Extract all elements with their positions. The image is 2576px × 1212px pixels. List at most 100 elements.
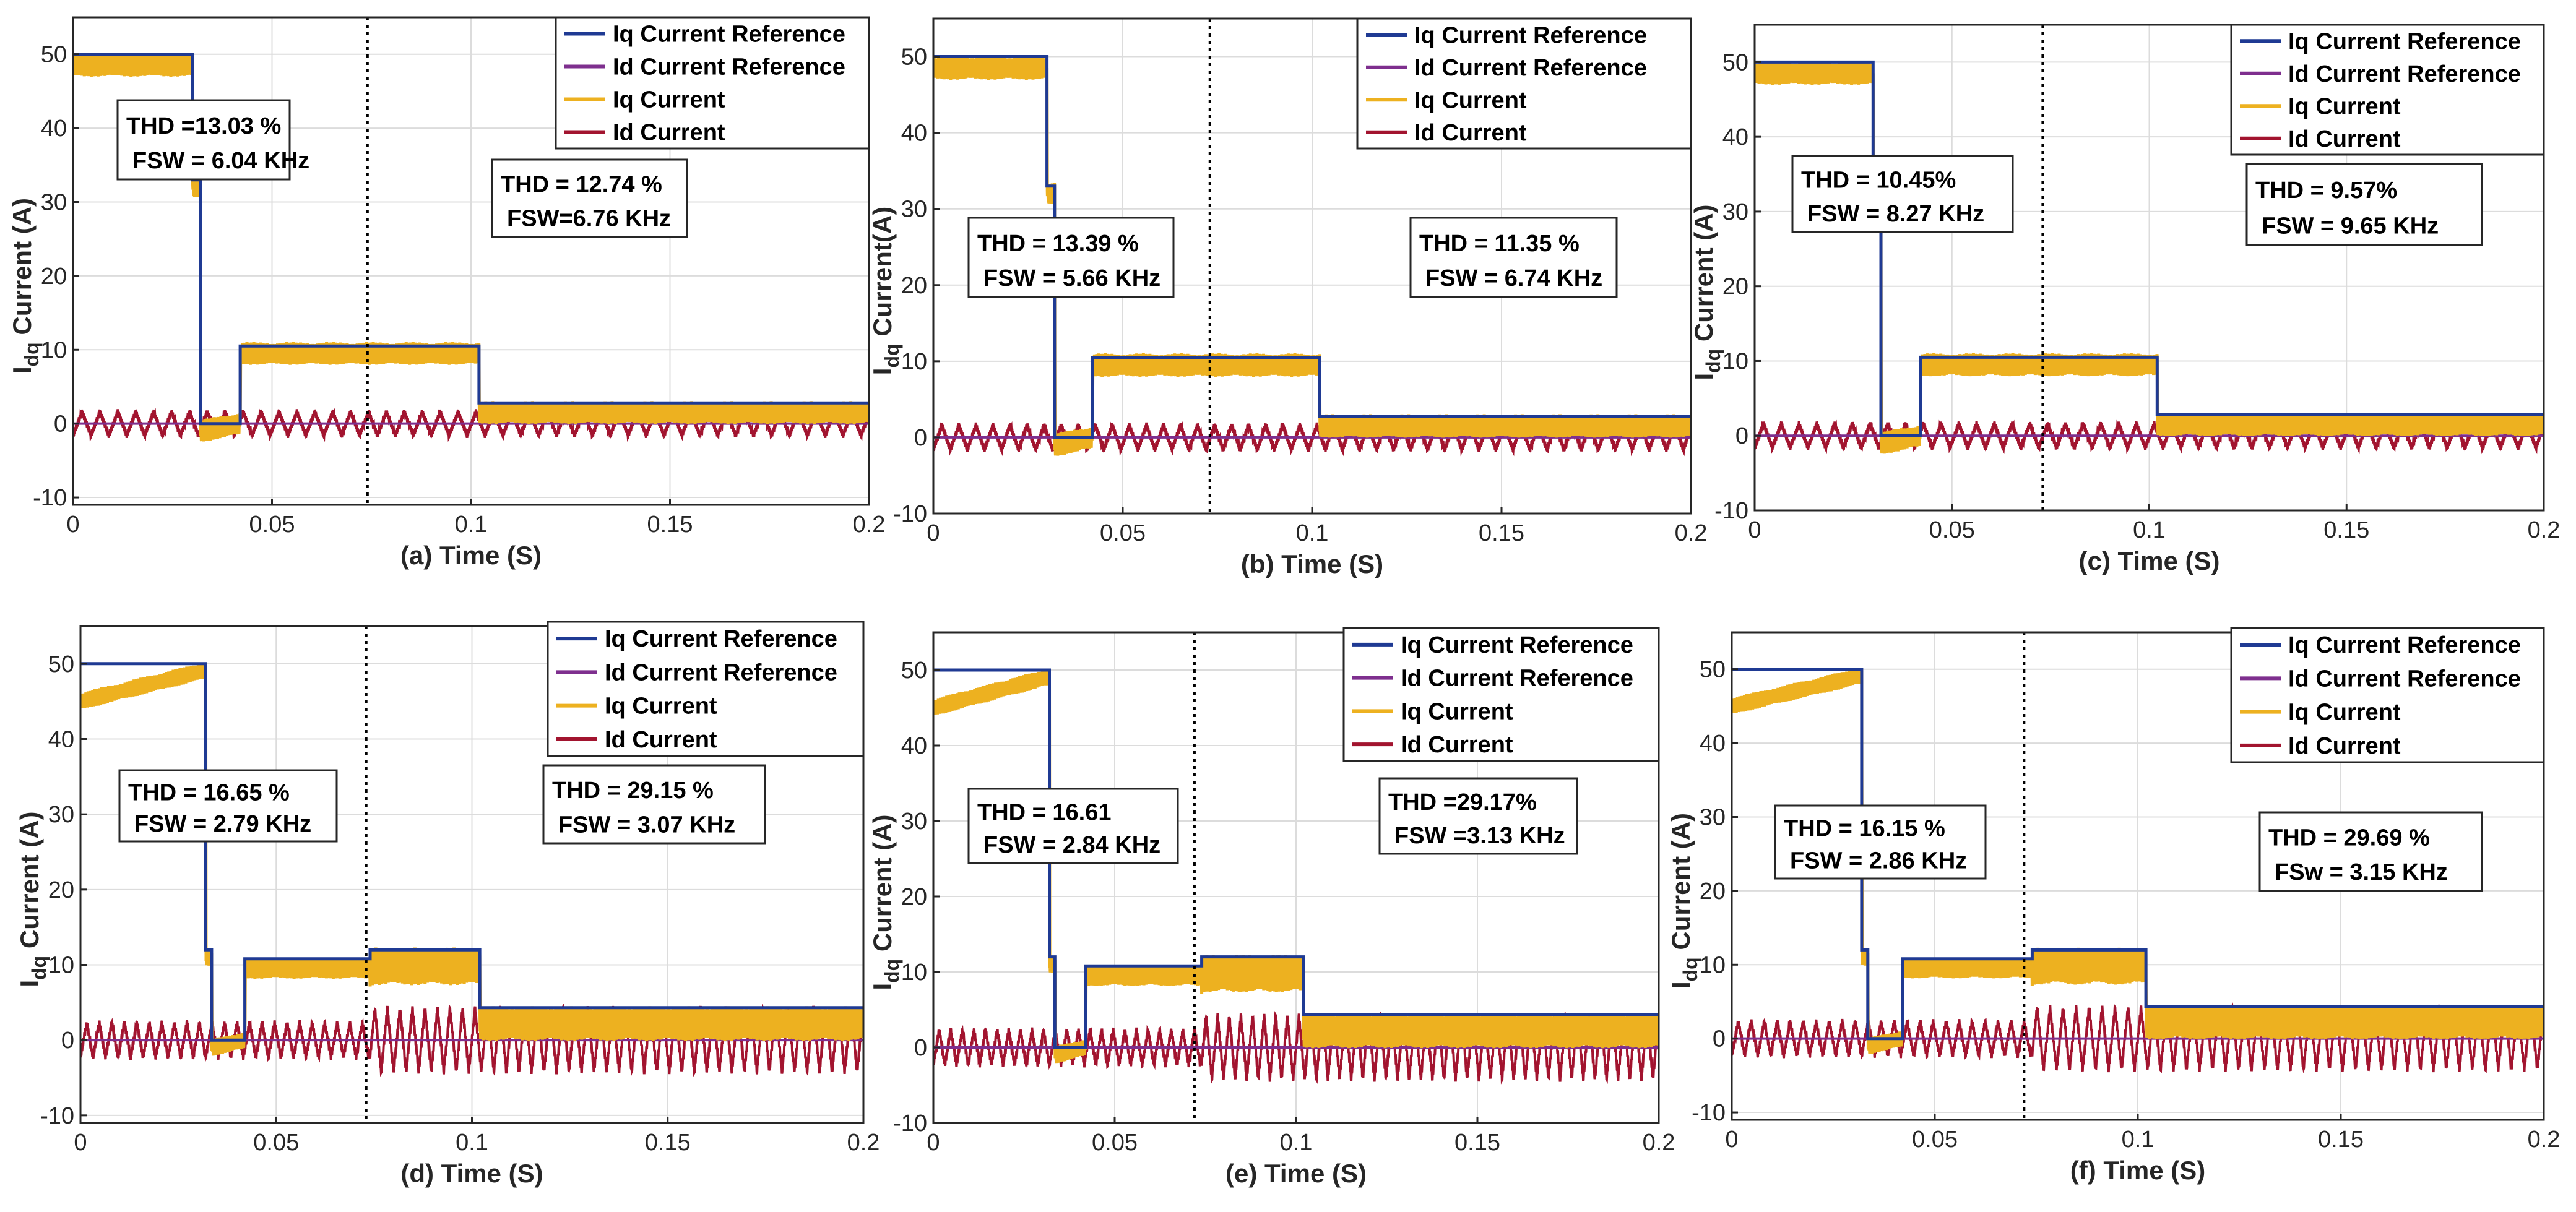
- y-tick-label: -10: [1692, 1100, 1726, 1126]
- legend-label: Id Current Reference: [2288, 61, 2521, 87]
- legend-label: Iq Current Reference: [1414, 22, 1647, 48]
- annotation-frame: [116, 99, 291, 181]
- y-tick-label: 50: [41, 42, 67, 68]
- y-axis-title-unit: Current (A): [1666, 813, 1695, 957]
- y-tick-label: 50: [901, 658, 927, 684]
- legend-label: Iq Current: [2288, 700, 2401, 726]
- legend-label: Id Current: [2288, 733, 2401, 759]
- y-tick-label: 30: [1700, 804, 1726, 830]
- annotation-frame: [1791, 155, 2014, 233]
- y-tick-label: 30: [901, 809, 927, 835]
- traces: [933, 55, 1691, 457]
- annotation-thd: THD = 29.69 %: [2268, 825, 2430, 851]
- annotation-box: THD = 11.35 % FSW = 6.74 KHz: [1409, 217, 1618, 298]
- legend-label: Id Current Reference: [1401, 666, 1633, 692]
- x-tick-label: 0: [1748, 517, 1761, 543]
- y-tick-label: -10: [33, 485, 67, 511]
- annotation-thd: THD = 11.35 %: [1419, 231, 1580, 257]
- series-id-current: [73, 408, 869, 442]
- annotation-fsw: FSW = 9.65 KHz: [2262, 213, 2439, 239]
- x-tick-label: 0.2: [2528, 1127, 2561, 1153]
- traces: [80, 662, 863, 1077]
- annotation-box: THD = 9.57% FSW = 9.65 KHz: [2245, 163, 2483, 246]
- annotation-thd: THD =29.17%: [1388, 789, 1537, 815]
- legend-label: Iq Current Reference: [613, 22, 845, 48]
- y-axis-title-subscript: dq: [1702, 349, 1724, 373]
- y-tick-label: -10: [40, 1103, 74, 1129]
- y-tick-label: 30: [901, 197, 927, 223]
- y-tick-label: 30: [1722, 199, 1748, 225]
- x-tick-label: 0.2: [1643, 1130, 1675, 1156]
- legend-label: Iq Current: [1414, 87, 1527, 113]
- annotation-fsw: FSW =3.13 KHz: [1394, 823, 1565, 849]
- legend-label: Id Current Reference: [1414, 55, 1647, 81]
- annotation-box: THD = 16.65 % FSW = 2.79 KHz: [118, 769, 338, 843]
- annotation-fsw: FSW = 8.27 KHz: [1807, 201, 1984, 227]
- y-axis-title-unit: Current (A): [1689, 204, 1718, 348]
- x-tick-label: 0: [927, 520, 940, 546]
- x-tick-label: 0.1: [1280, 1130, 1313, 1156]
- legend-box: [1356, 17, 1692, 150]
- x-tick-label: 0: [66, 512, 79, 538]
- x-tick-label: 0.1: [2133, 517, 2166, 543]
- y-tick-label: 20: [41, 264, 67, 290]
- series-iq-current-reference: [1732, 668, 2544, 1041]
- legend-label: Id Current: [1414, 120, 1527, 146]
- x-tick-label: 0.05: [1092, 1130, 1138, 1156]
- y-tick-label: 30: [48, 802, 74, 828]
- traces: [1755, 60, 2544, 455]
- y-axis-title-unit: Current(A): [868, 207, 897, 344]
- annotation-thd: THD = 12.74 %: [501, 172, 662, 198]
- legend-label: Iq Current Reference: [2288, 28, 2521, 54]
- x-tick-label: 0.05: [253, 1130, 299, 1156]
- annotation-thd: THD = 29.15 %: [552, 778, 714, 804]
- annotation-fsw: FSw = 3.15 KHz: [2275, 859, 2448, 885]
- y-tick-label: 10: [1722, 348, 1748, 374]
- y-axis-title-unit: Current (A): [15, 811, 44, 955]
- y-axis-title-subscript: dq: [881, 959, 903, 983]
- y-tick-label: 10: [901, 349, 927, 375]
- annotation-frame: [1774, 804, 1987, 880]
- series-iq-current-reference: [933, 55, 1691, 439]
- legend-box: [547, 621, 865, 757]
- x-tick-label: 0.2: [2528, 517, 2561, 543]
- y-axis-title-subscript: dq: [20, 342, 43, 366]
- series-id-current: [933, 421, 1691, 457]
- annotation-box: THD = 13.39 % FSW = 5.66 KHz: [967, 217, 1175, 298]
- x-tick-label: 0: [1725, 1127, 1738, 1153]
- y-tick-label: 40: [1722, 124, 1748, 150]
- y-tick-label: 0: [914, 1035, 927, 1061]
- y-tick-label: 0: [1735, 423, 1748, 449]
- series-iq-current: [1755, 61, 2544, 454]
- y-axis-title-unit: Current (A): [868, 814, 897, 958]
- x-tick-label: 0.15: [2323, 517, 2369, 543]
- y-tick-label: 40: [48, 727, 74, 753]
- annotation-frame: [542, 764, 766, 845]
- x-axis-title: (f) Time (S): [2070, 1156, 2206, 1185]
- y-tick-label: 30: [41, 189, 67, 215]
- annotation-frame: [1378, 777, 1578, 855]
- x-axis-title: (a) Time (S): [400, 541, 542, 570]
- y-axis-title-main: I: [1666, 981, 1695, 989]
- y-axis-title: Idq Current (A): [868, 814, 903, 990]
- series-iq-current: [73, 54, 869, 442]
- x-axis-title: (d) Time (S): [400, 1159, 543, 1188]
- legend-label: Iq Current Reference: [1401, 632, 1633, 658]
- y-tick-label: 0: [61, 1028, 74, 1054]
- y-tick-label: 0: [1713, 1026, 1726, 1052]
- y-tick-label: 10: [1700, 952, 1726, 978]
- annotation-frame: [1409, 217, 1618, 298]
- legend: Iq Current Reference Id Current Reference…: [1356, 17, 1692, 150]
- y-tick-label: 20: [901, 884, 927, 910]
- y-tick-label: 20: [901, 273, 927, 299]
- legend: Iq Current Reference Id Current Reference…: [547, 621, 865, 757]
- y-tick-label: 10: [41, 337, 67, 363]
- y-axis-title-subscript: dq: [881, 343, 903, 367]
- y-axis-title: Idq Current (A): [1666, 813, 1701, 989]
- x-tick-label: 0.15: [1479, 520, 1524, 546]
- legend-box: [555, 16, 870, 150]
- y-tick-label: -10: [893, 1111, 927, 1137]
- x-tick-label: 0.2: [853, 512, 886, 538]
